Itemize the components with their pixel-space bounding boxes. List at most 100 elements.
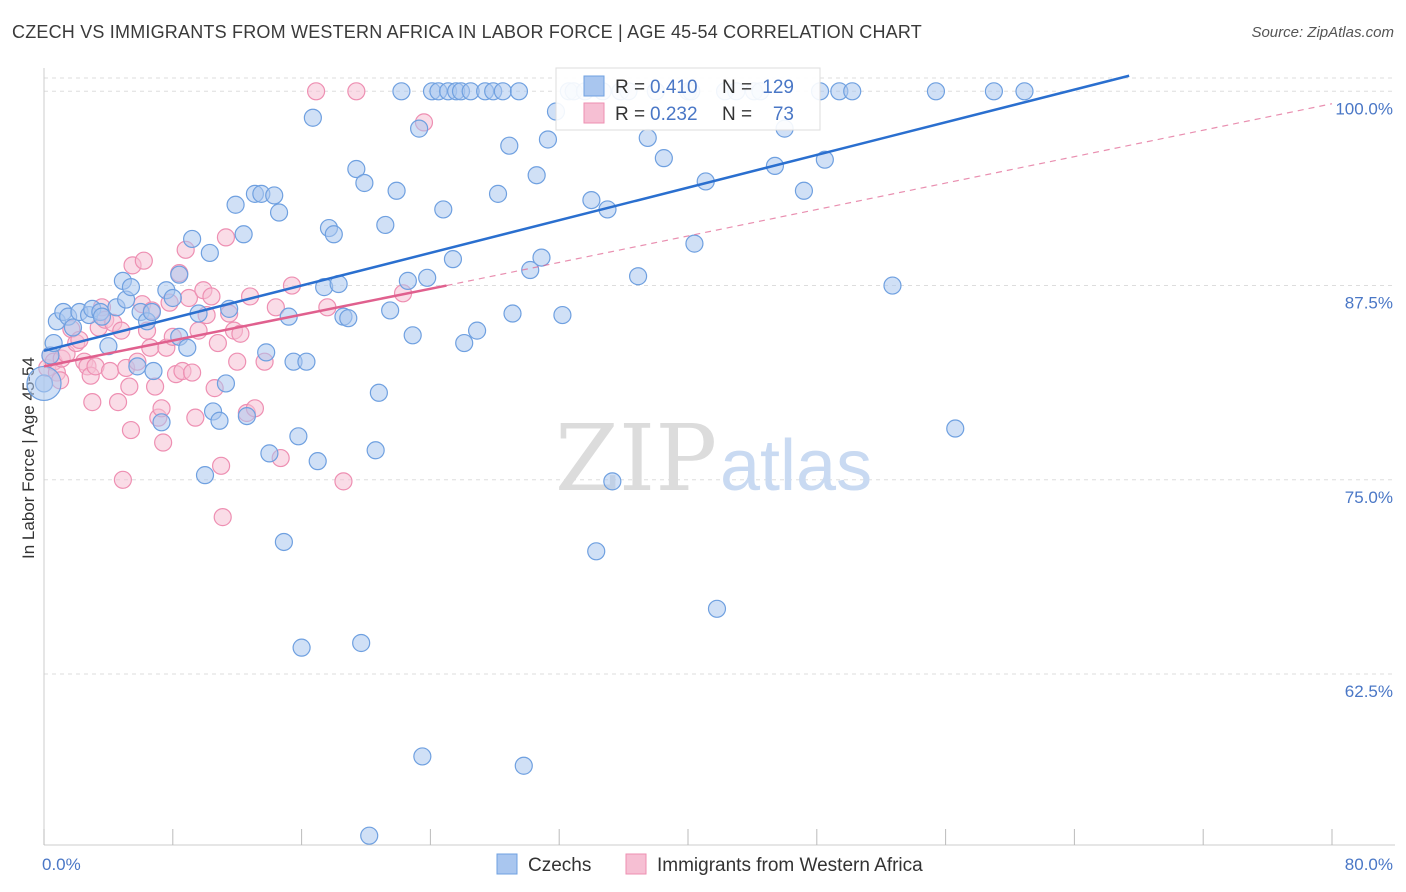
- point-western-africa: [183, 363, 202, 382]
- point-czechs: [260, 444, 279, 463]
- trend-extension-western-africa: [446, 103, 1333, 287]
- point-czechs: [883, 276, 902, 295]
- point-western-africa: [347, 82, 366, 101]
- point-western-africa: [228, 352, 247, 371]
- point-czechs: [926, 82, 946, 101]
- point-czechs: [843, 82, 862, 101]
- point-czechs: [381, 301, 400, 320]
- point-czechs: [339, 309, 358, 328]
- y-tick-label: 100.0%: [1335, 99, 1393, 118]
- y-tick-labels: 100.0% 87.5% 75.0% 62.5%: [1335, 99, 1393, 701]
- chart-source: Source: ZipAtlas.com: [1251, 24, 1394, 41]
- point-czechs: [443, 250, 463, 269]
- legend-n-label-western-africa: N =: [722, 104, 752, 125]
- point-western-africa: [113, 470, 132, 489]
- point-czechs: [392, 82, 411, 101]
- point-czechs: [152, 413, 171, 432]
- point-czechs: [387, 181, 406, 200]
- series-legend-swatch-western-africa: [625, 853, 647, 875]
- point-western-africa: [108, 393, 128, 412]
- series-legend-label-western-africa: Immigrants from Western Africa: [657, 855, 923, 876]
- point-czechs: [303, 108, 322, 127]
- point-czechs: [216, 374, 236, 393]
- point-czechs: [984, 82, 1004, 101]
- point-western-africa: [213, 508, 232, 527]
- point-czechs: [587, 542, 606, 561]
- point-czechs: [493, 82, 512, 101]
- point-czechs: [398, 271, 417, 290]
- point-czechs: [538, 130, 558, 149]
- legend-n-value-western-africa: 73: [773, 104, 794, 125]
- legend-n-label-czechs: N =: [722, 77, 752, 98]
- chart-title: CZECH VS IMMIGRANTS FROM WESTERN AFRICA …: [12, 22, 922, 42]
- point-czechs: [509, 82, 529, 101]
- trend-line-czechs: [43, 74, 1130, 353]
- y-axis-label: In Labor Force | Age 45-54: [19, 357, 38, 559]
- point-czechs: [794, 181, 814, 200]
- point-western-africa: [83, 393, 102, 412]
- point-czechs: [265, 186, 284, 205]
- series-czechs-points: [26, 82, 1034, 845]
- grid-lines: [44, 77, 1395, 675]
- point-western-africa: [266, 298, 285, 317]
- point-czechs: [352, 633, 371, 653]
- point-czechs: [144, 361, 163, 381]
- point-czechs: [63, 318, 83, 337]
- point-western-africa: [100, 361, 120, 381]
- point-czechs: [376, 215, 395, 235]
- point-czechs: [603, 472, 622, 491]
- point-czechs: [410, 119, 429, 138]
- point-western-africa: [121, 420, 141, 440]
- point-czechs: [292, 638, 311, 657]
- point-czechs: [274, 532, 293, 552]
- point-czechs: [226, 195, 245, 214]
- point-czechs: [707, 599, 727, 618]
- series-legend: Czechs Immigrants from Western Africa: [496, 853, 923, 876]
- point-czechs: [121, 278, 141, 297]
- point-czechs: [455, 333, 474, 353]
- series-legend-swatch-czechs: [496, 853, 518, 875]
- point-czechs: [269, 203, 289, 222]
- x-ticks: [43, 829, 1333, 845]
- point-czechs: [403, 326, 422, 345]
- point-czechs: [360, 826, 379, 845]
- point-czechs: [183, 229, 202, 249]
- legend-swatch-czechs: [583, 75, 605, 97]
- point-western-africa: [231, 324, 250, 343]
- point-czechs: [527, 166, 546, 185]
- point-czechs: [638, 128, 657, 148]
- point-czechs: [237, 406, 256, 426]
- point-czechs: [500, 136, 519, 155]
- point-czechs: [413, 747, 432, 766]
- y-tick-label: 87.5%: [1345, 294, 1393, 313]
- point-czechs: [532, 248, 551, 267]
- legend-r-value-western-africa: 0.232: [650, 104, 698, 125]
- point-czechs: [163, 288, 182, 308]
- trend-lines: [43, 74, 1333, 368]
- point-western-africa: [154, 433, 173, 452]
- legend-n-value-czechs: 129: [762, 77, 794, 98]
- point-western-africa: [212, 456, 231, 475]
- point-western-africa: [120, 377, 139, 396]
- stats-legend: R = 0.410 N = 129 R = 0.232 N = 73: [555, 67, 821, 131]
- point-czechs: [654, 149, 673, 168]
- legend-swatch-western-africa: [583, 102, 605, 124]
- point-czechs: [297, 352, 316, 371]
- point-czechs: [170, 265, 189, 284]
- point-western-africa: [202, 287, 221, 306]
- trend-line-western-africa: [43, 284, 447, 368]
- point-czechs: [210, 411, 229, 430]
- point-czechs: [582, 190, 601, 210]
- point-czechs: [418, 268, 437, 287]
- y-tick-label: 75.0%: [1345, 488, 1393, 507]
- point-western-africa: [334, 472, 353, 491]
- point-czechs: [369, 383, 388, 402]
- point-czechs: [488, 184, 508, 203]
- point-czechs: [234, 225, 253, 244]
- point-czechs: [142, 302, 161, 322]
- point-czechs: [503, 304, 522, 323]
- point-czechs: [308, 452, 327, 471]
- point-czechs: [467, 321, 487, 340]
- legend-r-label-western-africa: R =: [615, 104, 645, 125]
- point-czechs: [178, 338, 197, 357]
